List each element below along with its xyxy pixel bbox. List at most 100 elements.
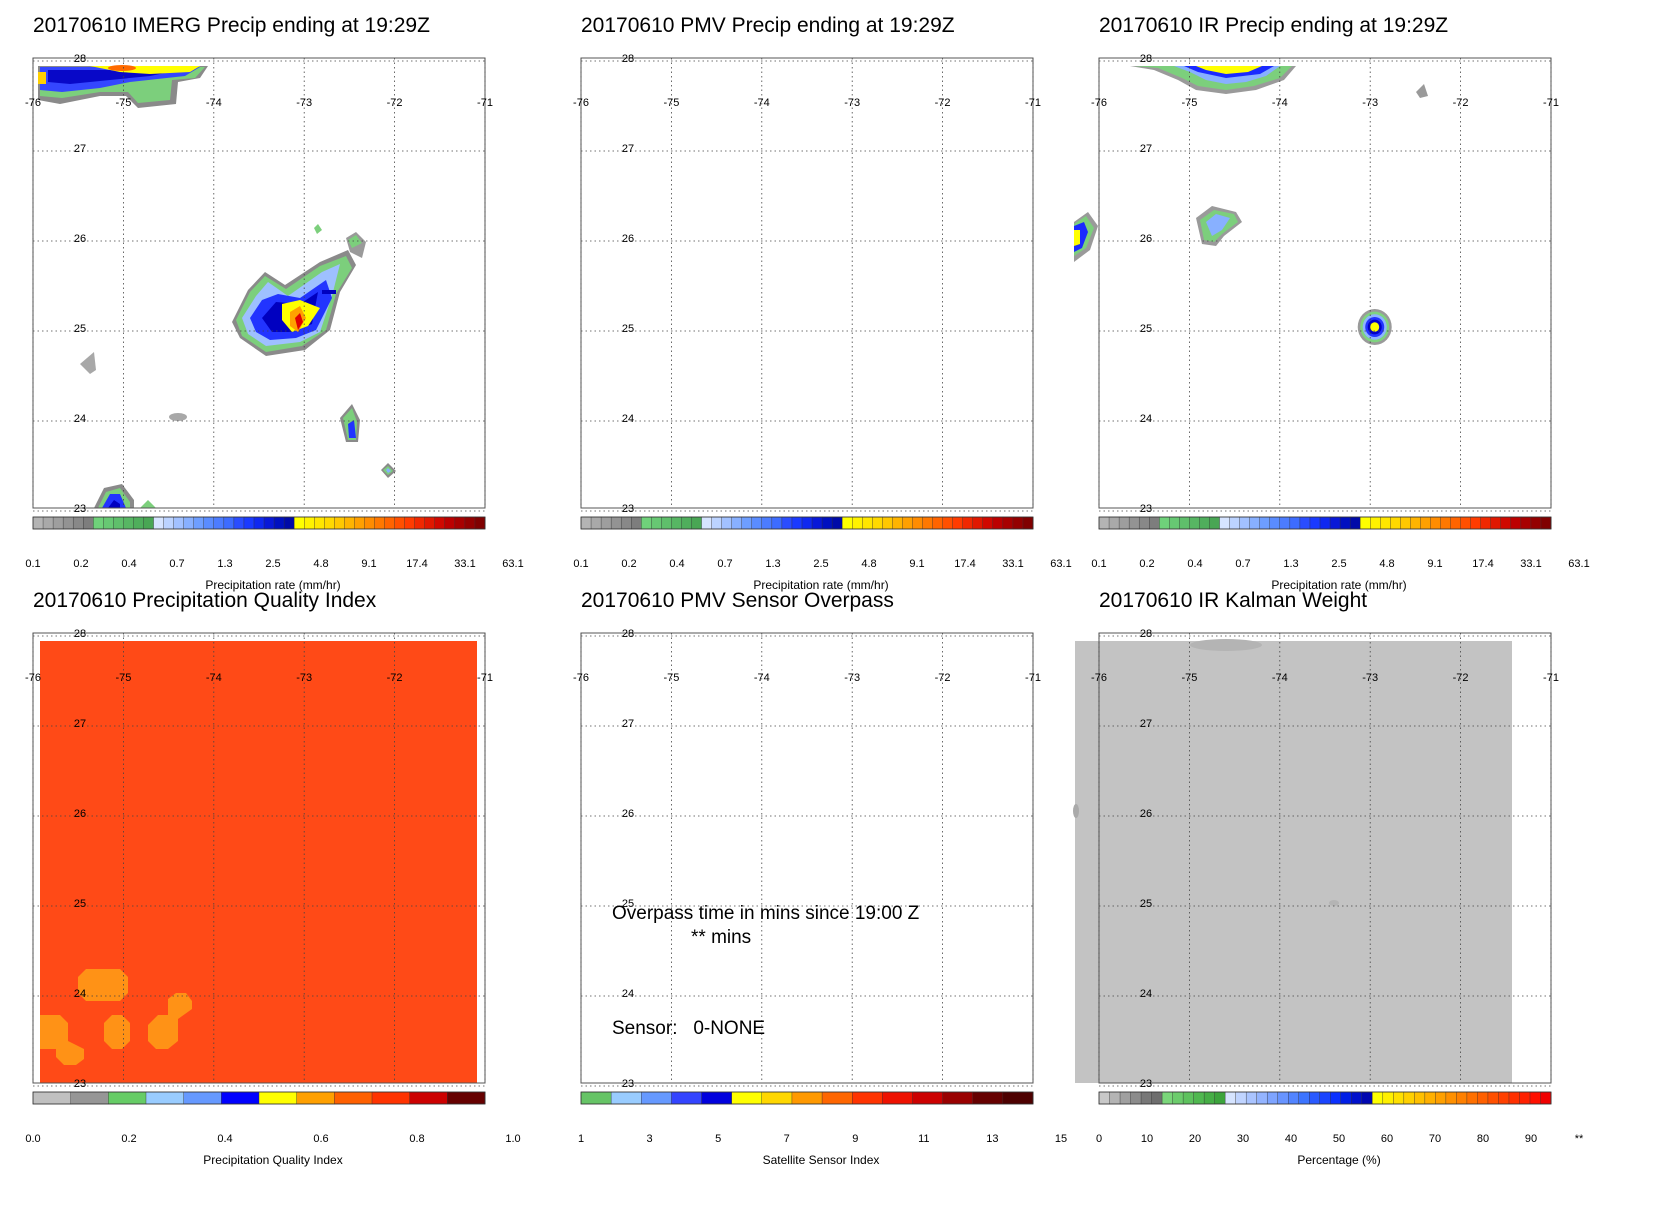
colorbar-cell — [821, 1091, 853, 1105]
colorbar-cell — [761, 516, 773, 530]
colorbar-cell — [942, 1091, 974, 1105]
colorbar-cell — [1279, 516, 1291, 530]
colorbar-cell — [580, 516, 592, 530]
colorbar-cell — [1159, 516, 1170, 530]
colorbar-cell — [731, 1091, 763, 1105]
colorbar-cell — [801, 516, 813, 530]
colorbar-cell — [283, 516, 295, 530]
colorbar-cell — [932, 516, 944, 530]
colorbar-cell — [103, 516, 114, 530]
colorbar-cell — [751, 516, 763, 530]
panel-title: 20170610 PMV Precip ending at 19:29Z — [581, 14, 955, 37]
chart-svg: -76 -75 -74 -73 -72 -71 23 24 25 26 27 28 — [1074, 53, 1559, 530]
lat-tick-label: 24 — [622, 988, 634, 1000]
colorbar-tick-label: 1 — [577, 1133, 585, 1145]
colorbar-tick-label: 33.1 — [454, 558, 476, 570]
lon-tick-label: -72 — [935, 97, 951, 109]
colorbar-cell — [163, 516, 175, 530]
colorbar-cell — [821, 516, 833, 530]
colorbar-ticks: 0.0 0.2 0.4 0.6 0.8 1.0 — [25, 1133, 520, 1147]
colorbar-tick-label: 9.1 — [909, 558, 925, 570]
colorbar-cell — [454, 516, 466, 530]
colorbar-cell — [464, 516, 476, 530]
lon-tick-label: -75 — [663, 672, 679, 684]
colorbar-label: Precipitation Quality Index — [203, 1153, 343, 1167]
colorbar-cell — [671, 516, 682, 530]
precip-feature — [108, 500, 120, 508]
lat-tick-label: 23 — [622, 1078, 634, 1090]
colorbar-cell — [580, 1091, 612, 1105]
colorbar-cell — [641, 1091, 672, 1105]
colorbar-cell — [123, 516, 134, 530]
colorbar-ticks: 0 10 20 30 40 50 60 70 80 90 ** — [1096, 1133, 1583, 1147]
colorbar-cell — [1445, 1091, 1457, 1105]
colorbar-cell — [852, 516, 863, 530]
chart-svg: -76 -75 -74 -73 -72 -71 23 24 25 26 27 28 — [573, 628, 1041, 1105]
colorbar-cell — [1130, 1091, 1142, 1105]
colorbar-cell — [1235, 1091, 1247, 1105]
panel-imerg: 20170610 IMERG Precip ending at 19:29Z -… — [0, 0, 540, 592]
colorbar-cell — [1109, 1091, 1121, 1105]
colorbar-cell — [701, 516, 713, 530]
colorbar-cell — [1151, 1091, 1163, 1105]
colorbar-cell — [293, 516, 305, 530]
colorbar-cell — [173, 516, 185, 530]
colorbar-cell — [32, 1091, 72, 1105]
colorbar-tick-label: 1.3 — [217, 558, 233, 570]
colorbar-label: Precipitation rate (mm/hr) — [753, 578, 889, 592]
panel-ir: 20170610 IR Precip ending at 19:29Z -76 -… — [1066, 0, 1606, 592]
precip-feature — [169, 413, 187, 421]
colorbar-tick-label: 60 — [1380, 1133, 1394, 1145]
colorbar-cell — [1256, 1091, 1268, 1105]
kalman-feature — [1073, 804, 1079, 818]
lat-tick-label: 23 — [74, 1078, 86, 1090]
lon-tick-label: -73 — [296, 97, 312, 109]
precip-feature — [348, 235, 362, 248]
panel-pmv: 20170610 PMV Precip ending at 19:29Z -76… — [548, 0, 1088, 592]
colorbar-cell — [1169, 516, 1180, 530]
colorbar-cell — [83, 516, 94, 530]
colorbar-cell — [1370, 516, 1381, 530]
lat-tick-label: 23 — [1140, 503, 1152, 515]
lon-tick-label: -73 — [844, 672, 860, 684]
lat-tick-label: 24 — [1140, 988, 1152, 1000]
lat-tick-label: 25 — [622, 323, 634, 335]
panel-title: 20170610 IR Precip ending at 19:29Z — [1099, 14, 1449, 37]
colorbar-cell — [243, 516, 255, 530]
colorbar-cell — [972, 1091, 1004, 1105]
colorbar-tick-label: 0.2 — [73, 558, 89, 570]
colorbar-cell — [1349, 516, 1361, 530]
lon-tick-label: -71 — [1543, 97, 1559, 109]
colorbar-tick-label: 0.2 — [121, 1133, 137, 1145]
lon-tick-label: -76 — [1091, 97, 1107, 109]
colorbar-cell — [651, 516, 662, 530]
colorbar-cell — [263, 516, 275, 530]
colorbar-cell — [1012, 516, 1024, 530]
colorbar-cell — [273, 516, 285, 530]
colorbar-cell — [1351, 1091, 1363, 1105]
colorbar-cell — [474, 516, 486, 530]
lat-tick-label: 24 — [74, 413, 86, 425]
colorbar-cell — [681, 516, 692, 530]
colorbar-cell — [324, 516, 335, 530]
lon-tick-label: -72 — [1453, 97, 1469, 109]
colorbar-cell — [113, 516, 124, 530]
colorbar-cell — [1002, 516, 1014, 530]
precip-feature — [295, 313, 303, 330]
lat-tick-label: 23 — [74, 503, 86, 515]
colorbar-tick-label: 0.1 — [573, 558, 589, 570]
lat-tick-label: 26 — [1140, 808, 1152, 820]
colorbar-cell — [731, 516, 743, 530]
lon-tick-label: -75 — [663, 97, 679, 109]
colorbar-tick-label: 63.1 — [1050, 558, 1072, 570]
colorbar-cell — [1108, 516, 1120, 530]
precip-feature — [1206, 214, 1230, 236]
pqi-patch — [104, 1015, 130, 1049]
lat-tick-label: 28 — [74, 628, 86, 640]
lat-tick-label: 27 — [1140, 718, 1152, 730]
lon-tick-label: -74 — [206, 97, 222, 109]
colorbar-cell — [1119, 1091, 1132, 1105]
colorbar-cell — [1510, 516, 1522, 530]
colorbar-cell — [841, 516, 853, 530]
colorbar-cell — [1393, 1091, 1405, 1105]
